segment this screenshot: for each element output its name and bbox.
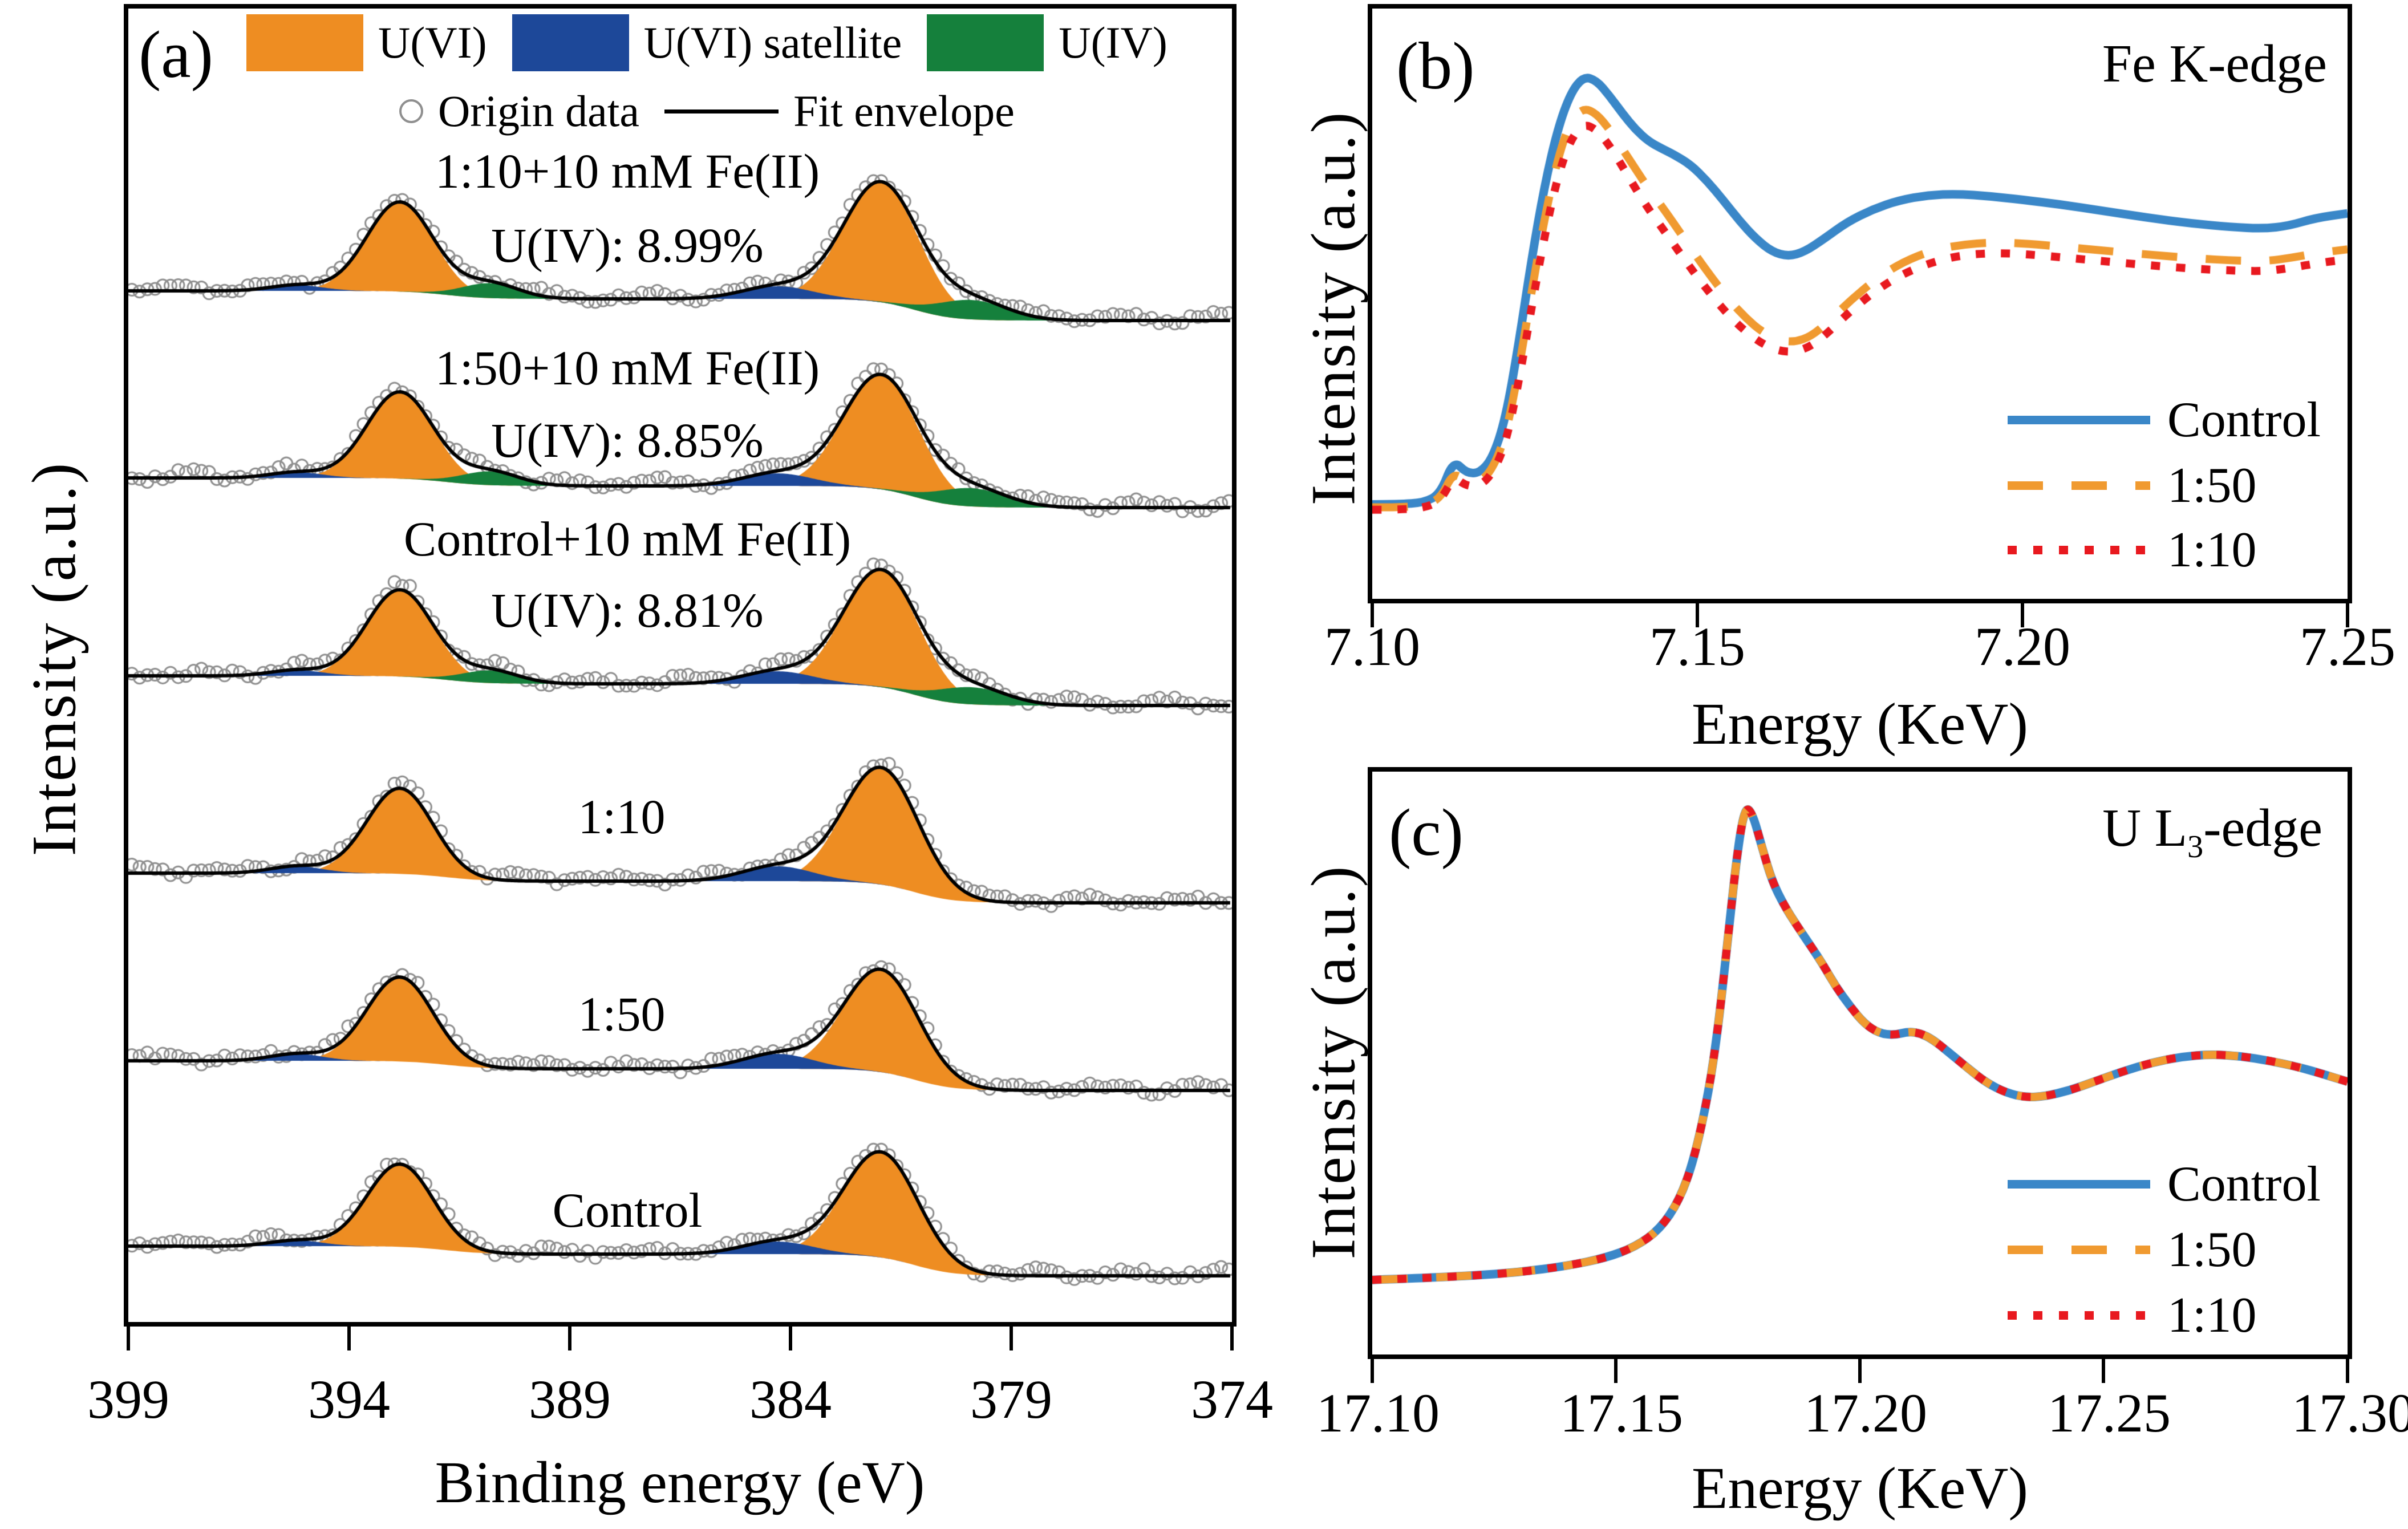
fe-xanes-canvas: [1372, 9, 2348, 599]
intensity-axis-label-a: Intensity (a.u.): [19, 461, 89, 857]
x-tick-b-715: [1696, 603, 1699, 627]
x-tick-c-1715: [1614, 1359, 1618, 1383]
legend-b-row-110: 1:10: [2008, 521, 2256, 579]
dotted-line-sample-icon: [2008, 546, 2150, 554]
x-tick-label-c-1715: 17.15: [1560, 1382, 1683, 1443]
x-tick-c-1710: [1371, 1359, 1374, 1383]
x-tick-a-374: [1230, 1327, 1234, 1350]
x-tick-b-710: [1371, 603, 1374, 627]
x-tick-b-725: [2346, 603, 2349, 627]
legend-c-150-label: 1:50: [2167, 1222, 2257, 1277]
legend-b-control-label: Control: [2167, 392, 2321, 448]
legend-b-150-label: 1:50: [2167, 458, 2257, 513]
intensity-axis-label-b: Intensity (a.u.): [1298, 110, 1368, 506]
trace-label-control: Control: [552, 1183, 703, 1238]
trace-label-150-fe: 1:50+10 mM Fe(II): [435, 340, 820, 395]
legend-b-110-label: 1:10: [2167, 522, 2257, 578]
x-tick-c-1730: [2346, 1359, 2349, 1383]
trace-label-150: 1:50: [578, 987, 666, 1041]
legend-c-row-110: 1:10: [2008, 1287, 2256, 1344]
x-tick-label-a-394: 394: [308, 1369, 390, 1430]
panel-a-letter: (a): [139, 17, 213, 92]
xps-legend-row-2: Origin data Fit envelope: [399, 86, 1040, 137]
dashed-line-sample-icon: [2008, 1246, 2150, 1254]
u6-label: U(VI): [378, 18, 487, 67]
uiv-percent-110-fe: U(IV): 8.99%: [491, 218, 764, 273]
x-tick-label-c-1730: 17.30: [2292, 1382, 2408, 1443]
x-tick-label-a-374: 374: [1191, 1369, 1273, 1430]
intensity-axis-label-c: Intensity (a.u.): [1298, 864, 1368, 1260]
legend-c-control-label: Control: [2167, 1157, 2321, 1212]
origin-data-label: Origin data: [438, 86, 640, 136]
x-tick-a-394: [347, 1327, 351, 1350]
u4-swatch-icon: [927, 14, 1044, 71]
dotted-line-sample-icon: [2008, 1311, 2150, 1320]
x-tick-a-399: [127, 1327, 130, 1350]
u-l3-title-suffix: -edge: [2203, 798, 2322, 858]
x-tick-label-b-715: 7.15: [1649, 616, 1745, 677]
u-l3-edge-title: U L3-edge: [2102, 797, 2322, 865]
energy-axis-label-b: Energy (KeV): [1691, 691, 2029, 757]
u4-label: U(IV): [1059, 18, 1167, 67]
control-line-sample-icon: [2008, 416, 2150, 424]
xps-legend-row-1: U(VI) U(VI) satellite U(IV): [246, 14, 1193, 71]
x-tick-a-389: [568, 1327, 571, 1350]
x-tick-label-b-725: 7.25: [2300, 616, 2395, 677]
u-l3-title-prefix: U L: [2102, 798, 2188, 858]
binding-energy-axis-label: Binding energy (eV): [435, 1450, 925, 1515]
uiv-percent-ctrl-fe: U(IV): 8.81%: [491, 583, 764, 638]
u6-swatch-icon: [246, 14, 363, 71]
x-tick-b-720: [2021, 603, 2024, 627]
x-tick-label-c-1725: 17.25: [2048, 1382, 2171, 1443]
x-tick-label-b-710: 7.10: [1324, 616, 1420, 677]
energy-axis-label-c: Energy (KeV): [1691, 1455, 2029, 1521]
x-tick-a-384: [789, 1327, 792, 1350]
x-tick-label-c-1720: 17.20: [1804, 1382, 1927, 1443]
x-tick-label-a-384: 384: [749, 1369, 832, 1430]
u-l3-title-subscript: 3: [2187, 829, 2204, 865]
fe-k-edge-title: Fe K-edge: [2102, 34, 2327, 94]
legend-c-row-150: 1:50: [2008, 1221, 2256, 1279]
trace-label-ctrl-fe: Control+10 mM Fe(II): [403, 512, 852, 566]
legend-b-row-150: 1:50: [2008, 457, 2256, 514]
x-tick-label-a-379: 379: [970, 1369, 1052, 1430]
x-tick-label-c-1710: 17.10: [1316, 1382, 1440, 1443]
legend-c-110-label: 1:10: [2167, 1288, 2257, 1343]
legend-c-row-control: Control: [2008, 1155, 2321, 1213]
legend-b-row-control: Control: [2008, 391, 2321, 449]
uiv-percent-150-fe: U(IV): 8.85%: [491, 413, 764, 468]
panel-b-letter: (b): [1396, 29, 1475, 103]
x-tick-c-1725: [2102, 1359, 2105, 1383]
control-line-sample-icon: [2008, 1180, 2150, 1189]
x-tick-label-b-720: 7.20: [1975, 616, 2070, 677]
dashed-line-sample-icon: [2008, 481, 2150, 490]
trace-label-110-fe: 1:10+10 mM Fe(II): [435, 144, 820, 198]
fit-envelope-label: Fit envelope: [793, 86, 1015, 136]
x-tick-label-a-389: 389: [529, 1369, 611, 1430]
xps-spectra-canvas: [128, 9, 1232, 1322]
fit-envelope-line-icon: [664, 109, 779, 113]
trace-label-110: 1:10: [578, 789, 666, 844]
u6-satellite-swatch-icon: [512, 14, 629, 71]
x-tick-label-a-399: 399: [87, 1369, 169, 1430]
u-xanes-canvas: [1372, 772, 2348, 1354]
x-tick-c-1720: [1858, 1359, 1862, 1383]
panel-c-letter: (c): [1389, 795, 1464, 870]
origin-data-marker-icon: [399, 99, 423, 123]
x-tick-a-379: [1010, 1327, 1013, 1350]
u6-satellite-label: U(VI) satellite: [643, 18, 902, 67]
